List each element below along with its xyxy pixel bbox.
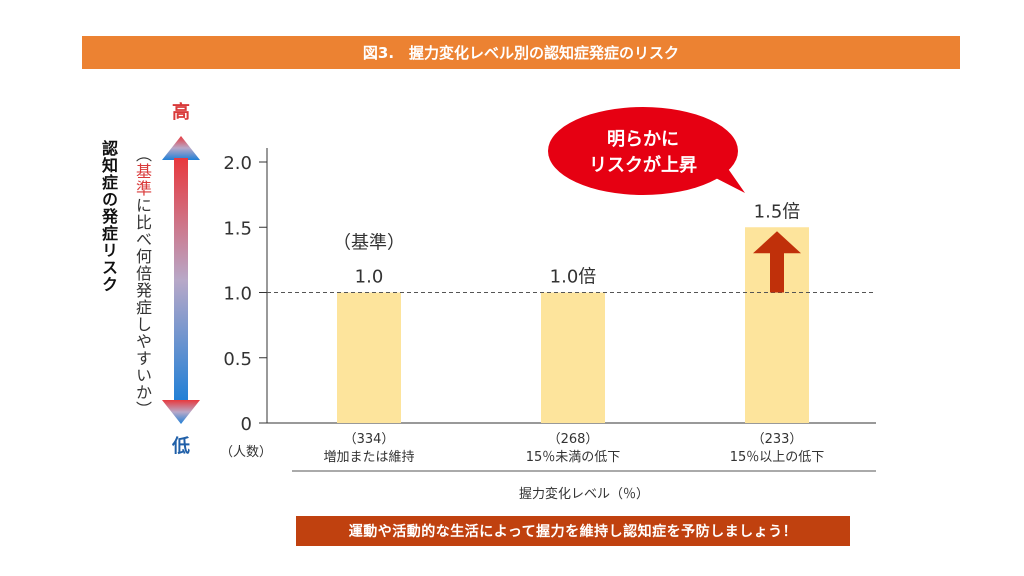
- y-tick-label: 1.5: [223, 218, 252, 239]
- increase-arrow-head: [753, 231, 801, 254]
- y-axis-title: 認知症の発症リスク: [99, 140, 118, 293]
- increase-arrow: [753, 231, 801, 293]
- category-label: 増加または維持: [323, 450, 414, 465]
- risk-direction-arrow: [162, 136, 200, 424]
- reference-note: （基準）: [333, 233, 405, 254]
- footer-message-bar: 運動や活動的な生活によって握力を維持し認知症を予防しましょう！: [296, 516, 850, 546]
- y-tick-label: 2.0: [223, 153, 252, 174]
- category-label: 15％以上の低下: [730, 450, 825, 465]
- count-label: （人数）: [220, 445, 272, 460]
- y-tick-label: 0: [241, 414, 252, 435]
- footer-message: 運動や活動的な生活によって握力を維持し認知症を予防しましょう！: [348, 524, 798, 540]
- chart-title: 図3. 握力変化レベル別の認知症発症のリスク: [362, 44, 680, 62]
- y-tick-label: 1.0: [223, 284, 252, 305]
- bar-value-label: 1.0: [355, 267, 384, 288]
- y-axis-subtitle-rest: に比べ何倍発症しやすいか）: [133, 197, 152, 418]
- x-axis-title: 握力変化レベル（％）: [519, 486, 649, 502]
- increase-arrow-shaft: [770, 251, 784, 293]
- risk-low-label: 低: [171, 435, 190, 457]
- category-count: （233）: [752, 432, 803, 447]
- risk-arrow-shaft: [174, 158, 188, 402]
- risk-arrow-head-down: [162, 400, 200, 424]
- category-label: 15％未満の低下: [526, 450, 621, 465]
- bar: [337, 292, 401, 423]
- category-count: （268）: [548, 432, 599, 447]
- callout-bubble: 明らかに リスクが上昇: [548, 107, 745, 195]
- callout-line-1: 明らかに: [607, 129, 679, 150]
- y-axis-subtitle: （基準に比べ何倍発症しやすいか）: [126, 146, 154, 436]
- category-count: （334）: [344, 432, 395, 447]
- risk-high-label: 高: [172, 101, 190, 123]
- bar: [541, 292, 605, 423]
- bar-value-label: 1.0倍: [550, 267, 597, 288]
- chart-title-bar: 図3. 握力変化レベル別の認知症発症のリスク: [82, 36, 960, 69]
- callout-line-2: リスクが上昇: [589, 154, 697, 176]
- y-tick-label: 0.5: [223, 349, 252, 370]
- y-axis-subtitle-prefix: （: [133, 146, 152, 163]
- callout-bubble-body: [548, 107, 738, 195]
- y-axis-subtitle-highlight: 基準: [133, 163, 152, 197]
- risk-arrow-head-up: [162, 136, 200, 160]
- bar-value-label: 1.5倍: [754, 201, 801, 222]
